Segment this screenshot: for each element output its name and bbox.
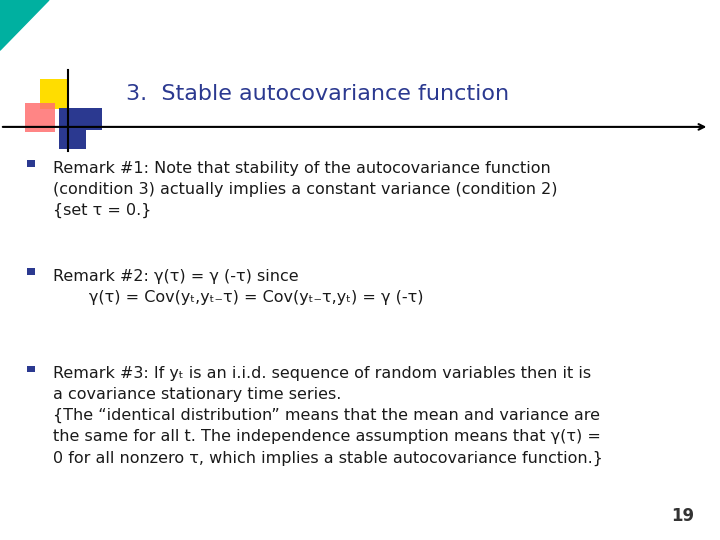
- Bar: [25, 103, 55, 132]
- Text: Remark #1: Note that stability of the autocovariance function
(condition 3) actu: Remark #1: Note that stability of the au…: [53, 161, 557, 218]
- Bar: [27, 160, 35, 167]
- Text: Remark #3: If yₜ is an i.i.d. sequence of random variables then it is
a covarian: Remark #3: If yₜ is an i.i.d. sequence o…: [53, 366, 603, 465]
- Bar: [40, 79, 68, 109]
- Text: 19: 19: [672, 507, 695, 525]
- Bar: [59, 130, 86, 148]
- Polygon shape: [0, 0, 49, 50]
- Bar: [27, 366, 35, 372]
- Bar: [59, 108, 102, 130]
- Bar: [27, 268, 35, 275]
- Text: 3.  Stable autocovariance function: 3. Stable autocovariance function: [126, 84, 509, 105]
- Text: Remark #2: γ(τ) = γ (-τ) since
       γ(τ) = Cov(yₜ,yₜ₋τ) = Cov(yₜ₋τ,yₜ) = γ (-τ: Remark #2: γ(τ) = γ (-τ) since γ(τ) = Co…: [53, 269, 423, 305]
